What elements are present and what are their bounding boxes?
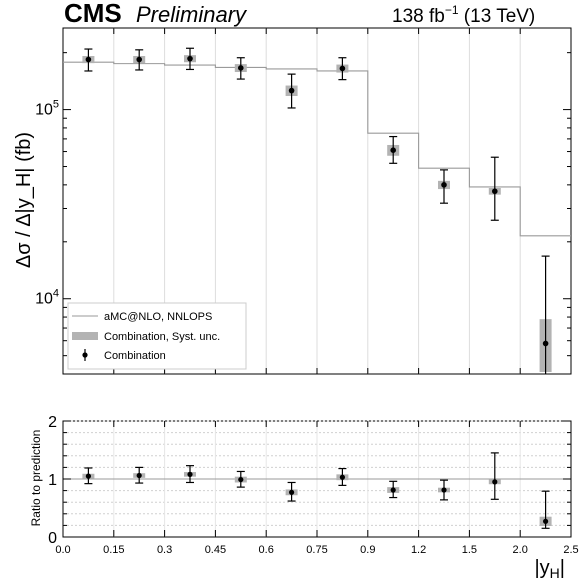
ratio-point xyxy=(339,474,345,480)
legend-syst-swatch xyxy=(72,332,98,340)
ratio-xtick-label: 1.5 xyxy=(462,544,477,556)
main-ylabel: Δσ / Δ|y_H| (fb) xyxy=(13,132,35,268)
main-y-ticks: 105 104 xyxy=(35,52,571,375)
ratio-ytick-label: 1 xyxy=(48,472,57,489)
legend-model-label: aMC@NLO, NNLOPS xyxy=(104,311,212,323)
ratio-xtick-label: 0.45 xyxy=(205,544,226,556)
legend-points-marker xyxy=(82,352,88,358)
data-point xyxy=(288,87,295,94)
luminosity-label: 138 fb−1 (13 TeV) xyxy=(392,3,535,27)
ratio-xtick-label: 0.0 xyxy=(55,544,70,556)
ratio-y-ticks: 0 1 2 xyxy=(48,414,571,547)
data-point xyxy=(542,340,549,347)
ratio-xtick-label: 2.5 xyxy=(563,544,578,556)
model-step-path xyxy=(63,61,571,237)
ratio-ytick-label: 0 xyxy=(48,530,57,547)
ratio-xtick-label: 0.75 xyxy=(306,544,327,556)
ratio-xtick-label: 0.9 xyxy=(360,544,375,556)
data-point xyxy=(492,188,498,195)
data-point xyxy=(238,65,244,71)
ratio-xtick-label: 2.0 xyxy=(513,544,528,556)
model-step-line xyxy=(63,61,571,237)
data-point xyxy=(339,65,346,72)
ratio-xlabel: |yH| xyxy=(534,557,565,581)
ratio-xtick-label: 0.15 xyxy=(103,544,124,556)
ratio-xtick-label: 1.2 xyxy=(411,544,426,556)
data-point xyxy=(441,182,447,188)
data-point xyxy=(85,56,92,63)
ratio-point xyxy=(492,479,498,485)
ratio-ylabel: Ratio to prediction xyxy=(29,430,43,527)
ratio-point xyxy=(441,487,447,493)
main-ytick-label: 104 xyxy=(35,288,59,308)
luminosity-exponent: −1 xyxy=(445,3,459,17)
ratio-point xyxy=(289,489,295,495)
luminosity-prefix: 138 fb xyxy=(392,6,445,27)
ratio-point xyxy=(543,518,549,524)
ratio-point xyxy=(187,471,193,477)
data-point xyxy=(136,56,142,63)
legend-points-label: Combination xyxy=(104,350,166,362)
luminosity-suffix: (13 TeV) xyxy=(459,6,536,27)
ratio-point xyxy=(390,487,396,493)
legend: aMC@NLO, NNLOPS Combination, Syst. unc. … xyxy=(67,302,247,370)
ratio-xtick-label: 0.6 xyxy=(259,544,274,556)
data-point xyxy=(390,147,397,153)
preliminary-label: Preliminary xyxy=(136,2,248,27)
cms-label: CMS xyxy=(64,0,122,28)
ratio-points xyxy=(82,452,552,529)
ratio-x-ticks: 0.0 0.15 0.3 0.45 0.6 0.75 0.9 1.2 1.5 2.0 2.5 xyxy=(55,421,579,556)
ratio-xtick-label: 0.3 xyxy=(157,544,172,556)
legend-syst-label: Combination, Syst. unc. xyxy=(104,331,220,343)
data-point xyxy=(187,55,193,62)
ratio-point xyxy=(85,473,91,479)
ratio-point xyxy=(238,476,244,483)
ratio-ytick-label: 2 xyxy=(48,414,57,431)
ratio-point xyxy=(136,472,142,479)
data-points xyxy=(84,47,550,374)
main-ytick-label: 105 xyxy=(35,99,59,119)
